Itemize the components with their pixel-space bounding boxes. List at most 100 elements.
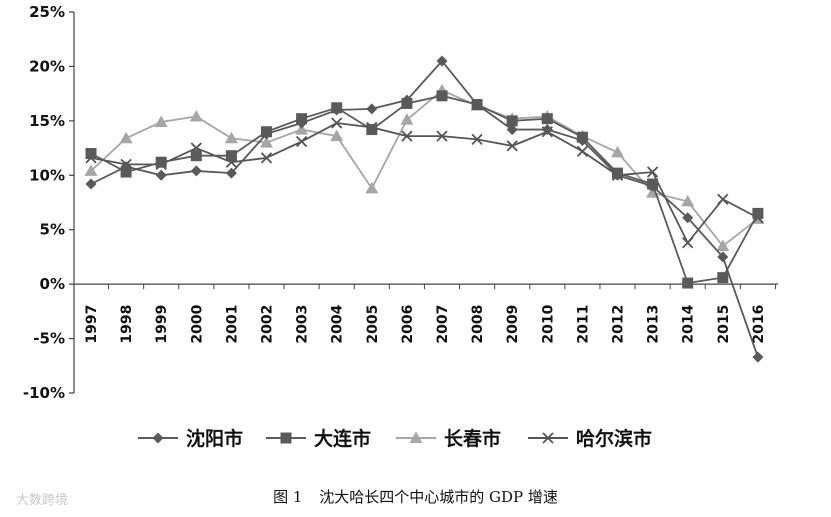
x-tick-label: 1999 bbox=[154, 305, 170, 344]
x-tick-label: 2004 bbox=[330, 304, 346, 343]
data-point bbox=[682, 237, 694, 249]
legend-item: 大连市 bbox=[266, 427, 371, 450]
data-point bbox=[295, 123, 309, 135]
data-point bbox=[541, 113, 553, 125]
data-point bbox=[119, 131, 133, 144]
legend-item: 长春市 bbox=[396, 427, 501, 450]
data-point bbox=[506, 140, 518, 152]
data-point bbox=[154, 115, 168, 127]
caption-title: 沈大哈长四个中心城市的 GDP 增速 bbox=[319, 488, 558, 506]
data-point bbox=[612, 169, 623, 181]
gdp-growth-line-chart: 25% 20% 15% 10% 5% 0% -5% -10% 1997 1998 1999 2000… bbox=[23, 3, 778, 450]
data-point bbox=[541, 124, 553, 136]
data-point bbox=[224, 131, 238, 144]
data-point bbox=[260, 136, 273, 148]
data-point bbox=[681, 194, 695, 207]
x-tick-label: 2000 bbox=[189, 304, 205, 343]
legend-label: 大连市 bbox=[314, 427, 371, 450]
data-point bbox=[576, 145, 589, 157]
x-tick-label: 1998 bbox=[119, 305, 135, 344]
y-axis-tick-labels: 25% 20% 15% 10% 5% 0% -5% -10% bbox=[23, 3, 74, 402]
series-4 bbox=[85, 117, 764, 249]
data-point bbox=[400, 113, 414, 125]
caption-figure-number: 图 1 bbox=[273, 488, 303, 506]
data-point bbox=[717, 251, 729, 263]
data-point bbox=[295, 135, 308, 148]
data-point bbox=[84, 164, 98, 176]
x-tick-label: 2007 bbox=[435, 305, 451, 344]
data-point bbox=[189, 110, 203, 122]
watermark-text: 大数跨境 bbox=[16, 493, 69, 508]
data-point bbox=[647, 180, 659, 192]
y-tick-label: -10% bbox=[23, 384, 65, 402]
legend: 沈阳市 大连市 长春市 哈尔滨市 bbox=[138, 427, 652, 450]
data-point bbox=[682, 277, 694, 289]
data-point bbox=[155, 169, 167, 181]
data-point bbox=[296, 117, 308, 129]
data-point bbox=[190, 165, 202, 177]
y-tick-label: 15% bbox=[29, 112, 65, 130]
data-point bbox=[366, 124, 378, 136]
data-point bbox=[611, 145, 624, 158]
x-axis-tick-labels: 1997 1998 1999 2000 2001 2002 2003 2004 2005 2006… bbox=[84, 284, 776, 344]
y-tick-label: 0% bbox=[40, 275, 65, 293]
x-tick-label: 2011 bbox=[575, 305, 591, 344]
x-tick-label: 2006 bbox=[400, 305, 416, 344]
series-1 bbox=[85, 55, 764, 363]
x-tick-label: 2005 bbox=[365, 305, 381, 344]
series-line bbox=[90, 59, 759, 358]
data-point bbox=[506, 115, 518, 127]
data-point bbox=[401, 94, 413, 106]
x-tick-label: 2009 bbox=[505, 305, 521, 344]
data-point bbox=[261, 128, 272, 140]
data-point bbox=[471, 133, 483, 145]
legend-item: 哈尔滨市 bbox=[528, 427, 652, 450]
x-tick-label: 2008 bbox=[470, 305, 486, 344]
data-point bbox=[436, 130, 448, 142]
x-tick-label: 2013 bbox=[646, 305, 662, 344]
data-point bbox=[506, 124, 518, 136]
x-tick-label: 1997 bbox=[84, 305, 100, 344]
data-point bbox=[365, 181, 379, 194]
data-point bbox=[260, 152, 273, 164]
legend-label: 沈阳市 bbox=[186, 427, 243, 450]
data-point bbox=[330, 129, 344, 142]
axes bbox=[73, 12, 778, 393]
data-point bbox=[331, 117, 343, 129]
data-point bbox=[682, 212, 694, 224]
data-point bbox=[225, 167, 237, 179]
data-point bbox=[471, 99, 483, 111]
data-point bbox=[646, 166, 659, 178]
series-line bbox=[90, 89, 759, 248]
x-tick-label: 2010 bbox=[540, 304, 556, 343]
data-point bbox=[155, 156, 167, 168]
series-line bbox=[90, 122, 759, 245]
data-point bbox=[717, 193, 729, 205]
data-point bbox=[752, 207, 764, 219]
data-point bbox=[717, 272, 729, 284]
legend-marker bbox=[542, 432, 554, 444]
series-line bbox=[90, 94, 759, 285]
legend-label: 长春市 bbox=[444, 427, 501, 450]
data-point bbox=[716, 239, 730, 252]
x-tick-label: 2002 bbox=[260, 305, 276, 344]
y-tick-label: 10% bbox=[29, 166, 65, 184]
legend-item: 沈阳市 bbox=[138, 427, 243, 450]
data-point bbox=[366, 103, 378, 115]
series-group bbox=[84, 55, 765, 363]
data-point bbox=[85, 178, 97, 190]
legend-label: 哈尔滨市 bbox=[576, 427, 652, 450]
legend-marker bbox=[409, 431, 423, 443]
x-tick-label: 2003 bbox=[295, 305, 311, 344]
data-point bbox=[436, 90, 448, 102]
data-point bbox=[401, 130, 413, 142]
x-tick-label: 2015 bbox=[716, 305, 732, 344]
x-tick-label: 2016 bbox=[751, 305, 767, 344]
data-point bbox=[331, 104, 343, 116]
data-point bbox=[436, 55, 448, 67]
y-tick-label: 5% bbox=[40, 221, 65, 239]
data-point bbox=[190, 150, 202, 162]
y-tick-label: 20% bbox=[29, 57, 65, 75]
data-point bbox=[752, 351, 764, 363]
x-tick-label: 2001 bbox=[224, 305, 240, 344]
